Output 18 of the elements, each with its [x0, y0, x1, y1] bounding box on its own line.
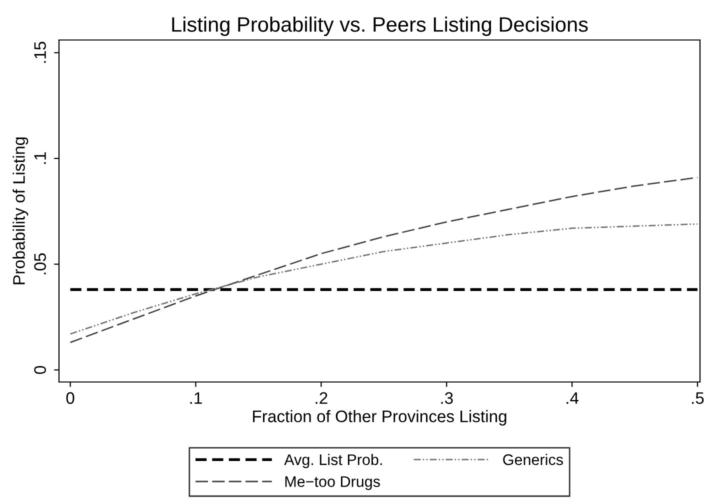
y-tick-label: 0: [34, 366, 46, 374]
legend-label: Avg. List Prob.: [284, 454, 382, 468]
x-tick-label: .2: [316, 392, 328, 404]
chart-title: Listing Probability vs. Peers Listing Decisions: [172, 16, 588, 36]
legend-label: Me−too Drugs: [285, 476, 380, 490]
y-tick-label: .15: [34, 42, 46, 63]
x-tick-label: .4: [566, 392, 579, 404]
line-series: [70, 176, 698, 344]
x-tick-label: .3: [441, 392, 453, 404]
y-axis-title: Probability of Listing: [12, 137, 28, 284]
x-tick-label: .5: [692, 392, 704, 404]
y-tick-label: .05: [34, 253, 46, 274]
line-series: [70, 223, 698, 335]
x-tick-label: .1: [190, 392, 202, 404]
y-tick-label: .1: [34, 152, 46, 164]
legend-label: Generics: [503, 454, 563, 466]
x-axis-title: Fraction of Other Provinces Listing: [253, 410, 506, 426]
x-tick-label: 0: [66, 392, 74, 404]
